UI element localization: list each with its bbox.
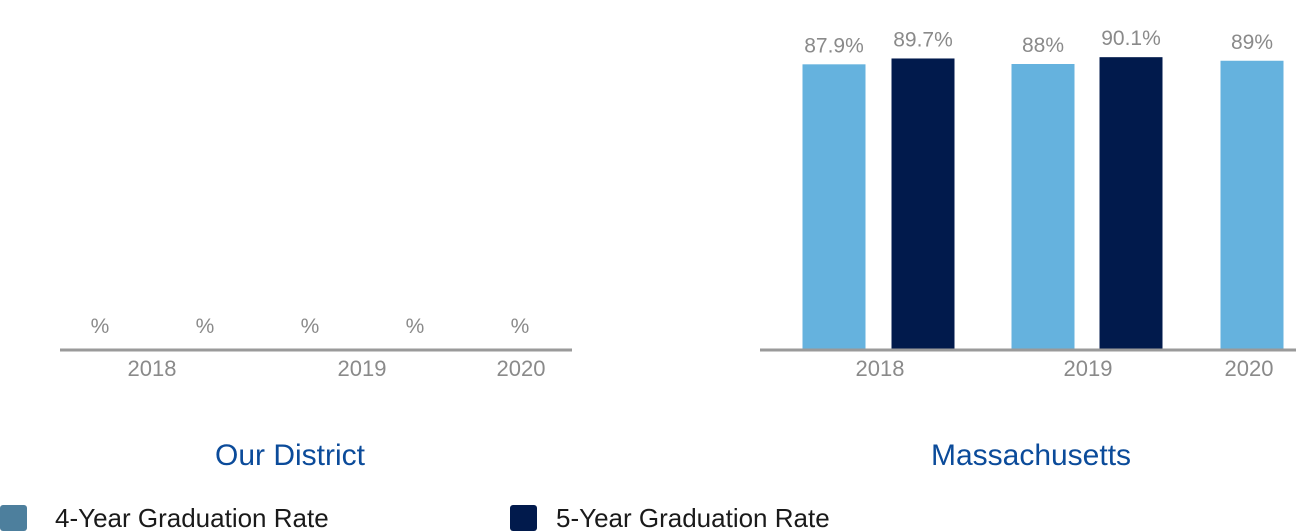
x-tick-label-2018: 2018 bbox=[128, 356, 177, 381]
our-district-title: Our District bbox=[215, 439, 366, 472]
legend-label-4-year: 4-Year Graduation Rate bbox=[55, 503, 329, 531]
data-label-5-year-2019: % bbox=[406, 315, 425, 338]
data-label-5-year-2018: 89.7% bbox=[893, 28, 953, 51]
massachusetts-chart: 87.9% 89.7% 88% 90.1% 89% 2018 2019 2020 bbox=[760, 27, 1296, 381]
legend-label-5-year: 5-Year Graduation Rate bbox=[556, 503, 830, 531]
x-tick-label-2019: 2019 bbox=[1064, 356, 1113, 381]
bar-4-year-2019 bbox=[1011, 64, 1075, 350]
legend-swatch-5-year bbox=[510, 505, 537, 531]
x-tick-label-2018: 2018 bbox=[856, 356, 905, 381]
data-label-4-year-2020: 89% bbox=[1231, 31, 1273, 54]
data-label-5-year-2018: % bbox=[196, 315, 215, 338]
data-label-4-year-2018: 87.9% bbox=[804, 34, 864, 57]
x-tick-label-2020: 2020 bbox=[497, 356, 546, 381]
data-label-4-year-2018: % bbox=[91, 315, 110, 338]
data-label-4-year-2020: % bbox=[511, 315, 530, 338]
massachusetts-title: Massachusetts bbox=[931, 439, 1131, 472]
bar-4-year-2018 bbox=[802, 64, 866, 350]
legend: 4-Year Graduation Rate 5-Year Graduation… bbox=[0, 503, 830, 531]
x-tick-label-2019: 2019 bbox=[338, 356, 387, 381]
data-label-4-year-2019: 88% bbox=[1022, 34, 1064, 57]
x-tick-label-2020: 2020 bbox=[1225, 356, 1274, 381]
legend-swatch-4-year bbox=[0, 505, 27, 531]
bar-5-year-2019 bbox=[1099, 57, 1163, 351]
our-district-chart: %%%% % 2018 2019 2020 bbox=[60, 315, 572, 381]
data-label-4-year-2019: % bbox=[301, 315, 320, 338]
bar-4-year-2020 bbox=[1220, 60, 1284, 350]
data-label-5-year-2019: 90.1% bbox=[1101, 27, 1161, 50]
bar-5-year-2018 bbox=[891, 58, 955, 350]
